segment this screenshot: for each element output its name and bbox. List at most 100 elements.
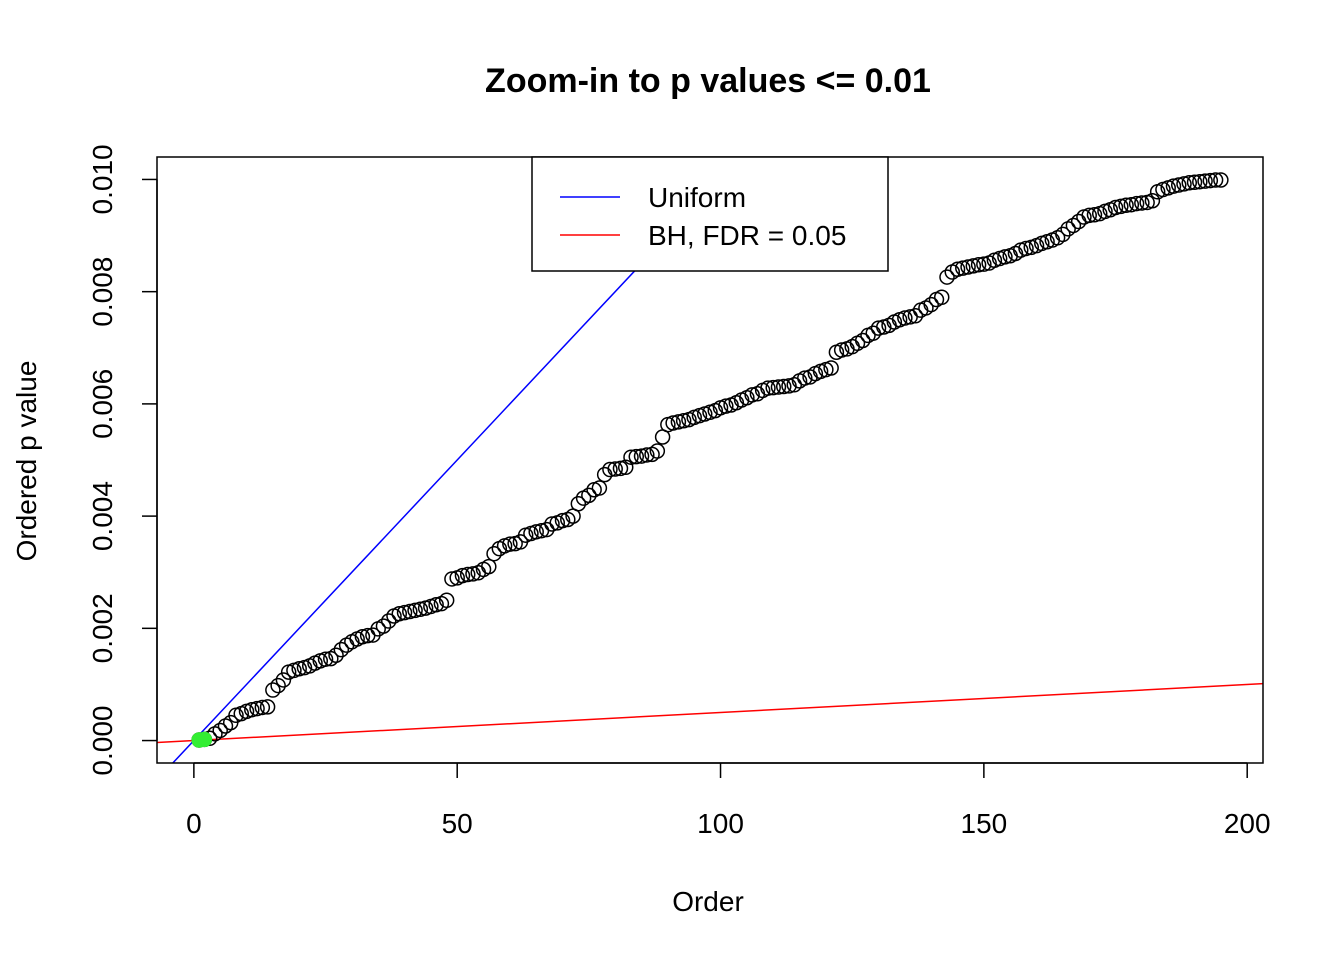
legend-label-bh: BH, FDR = 0.05 — [648, 220, 846, 251]
legend: Uniform BH, FDR = 0.05 — [531, 156, 889, 272]
data-point — [570, 496, 587, 512]
data-point — [870, 320, 887, 336]
data-point — [1081, 207, 1097, 224]
data-point — [1144, 193, 1161, 209]
data-point — [718, 398, 734, 414]
data-point — [775, 378, 792, 395]
data-point — [1134, 195, 1150, 211]
data-point — [275, 672, 292, 688]
data-point — [254, 699, 271, 716]
data-point — [649, 443, 666, 459]
y-axis-label: Ordered p value — [11, 361, 42, 562]
data-point — [291, 660, 307, 677]
x-axis: 0 50 100 150 200 — [186, 762, 1271, 839]
data-point — [380, 613, 397, 629]
data-point — [744, 387, 760, 403]
data-point — [1128, 195, 1145, 212]
data-point — [591, 480, 608, 496]
data-point — [854, 332, 871, 349]
data-point — [976, 256, 992, 272]
data-point — [628, 448, 645, 465]
data-point — [623, 449, 639, 465]
data-point — [1065, 217, 1082, 234]
data-point — [1055, 226, 1071, 243]
data-point — [528, 524, 544, 540]
legend-label-uniform: Uniform — [648, 182, 746, 213]
data-point — [639, 447, 655, 463]
data-point — [949, 261, 966, 277]
data-point — [675, 412, 692, 429]
data-point — [939, 269, 955, 285]
x-tick-label: 0 — [186, 808, 202, 839]
data-point — [797, 370, 813, 386]
significant-point — [196, 731, 213, 748]
data-point — [407, 602, 423, 619]
data-point — [428, 597, 444, 613]
data-point — [259, 699, 276, 715]
data-point — [665, 415, 681, 431]
data-point — [333, 641, 350, 658]
data-point — [1170, 177, 1187, 193]
data-points — [191, 172, 1229, 748]
data-point — [1118, 197, 1134, 214]
data-point — [781, 378, 797, 394]
data-point — [1213, 172, 1229, 188]
data-point — [833, 342, 850, 358]
data-point — [770, 379, 787, 395]
data-point — [670, 414, 687, 430]
data-point — [970, 256, 987, 273]
data-point — [465, 566, 481, 582]
data-point — [1107, 199, 1124, 216]
data-point — [633, 448, 650, 464]
data-point — [328, 647, 344, 664]
data-point — [270, 677, 286, 694]
data-point — [581, 487, 597, 504]
data-point — [1192, 173, 1208, 190]
chart-title: Zoom-in to p values <= 0.01 — [485, 62, 931, 100]
data-point — [486, 545, 502, 562]
data-point — [1018, 240, 1034, 257]
significant-points — [191, 731, 213, 748]
data-point — [544, 516, 560, 532]
data-point — [760, 380, 776, 396]
data-point — [481, 558, 497, 575]
y-tick-label: 0.010 — [87, 144, 118, 214]
data-point — [933, 289, 950, 306]
data-point — [765, 379, 781, 396]
data-point — [607, 461, 623, 477]
y-tick-label: 0.008 — [87, 257, 118, 327]
data-point — [1176, 176, 1192, 192]
y-axis: 0.000 0.002 0.004 0.006 0.008 0.010 — [87, 144, 158, 776]
reference-line-1 — [157, 682, 1263, 744]
legend-box — [531, 156, 889, 272]
reference-lines — [157, 157, 1263, 763]
data-point — [1113, 198, 1129, 215]
data-point — [612, 460, 629, 477]
y-tick-label: 0.006 — [87, 369, 118, 439]
y-tick-label: 0.004 — [87, 481, 118, 551]
data-point — [907, 308, 924, 324]
data-point — [1181, 175, 1198, 191]
data-point — [897, 310, 913, 326]
data-point — [554, 512, 571, 529]
x-tick-label: 200 — [1224, 808, 1271, 839]
data-point — [354, 629, 371, 645]
y-tick-label: 0.002 — [87, 593, 118, 663]
data-point — [396, 604, 413, 621]
data-point — [1207, 172, 1224, 188]
data-point — [444, 571, 460, 587]
data-point — [438, 592, 455, 609]
data-point — [1165, 178, 1182, 194]
reference-line-0 — [171, 157, 743, 763]
data-point — [1202, 172, 1219, 189]
data-point — [1086, 207, 1103, 223]
data-point — [265, 682, 281, 698]
x-axis-label: Order — [672, 886, 744, 917]
data-point — [391, 605, 408, 622]
data-point — [375, 618, 392, 634]
data-point — [1186, 174, 1203, 190]
data-point — [602, 461, 618, 478]
data-point — [249, 700, 265, 717]
data-point — [317, 651, 334, 667]
